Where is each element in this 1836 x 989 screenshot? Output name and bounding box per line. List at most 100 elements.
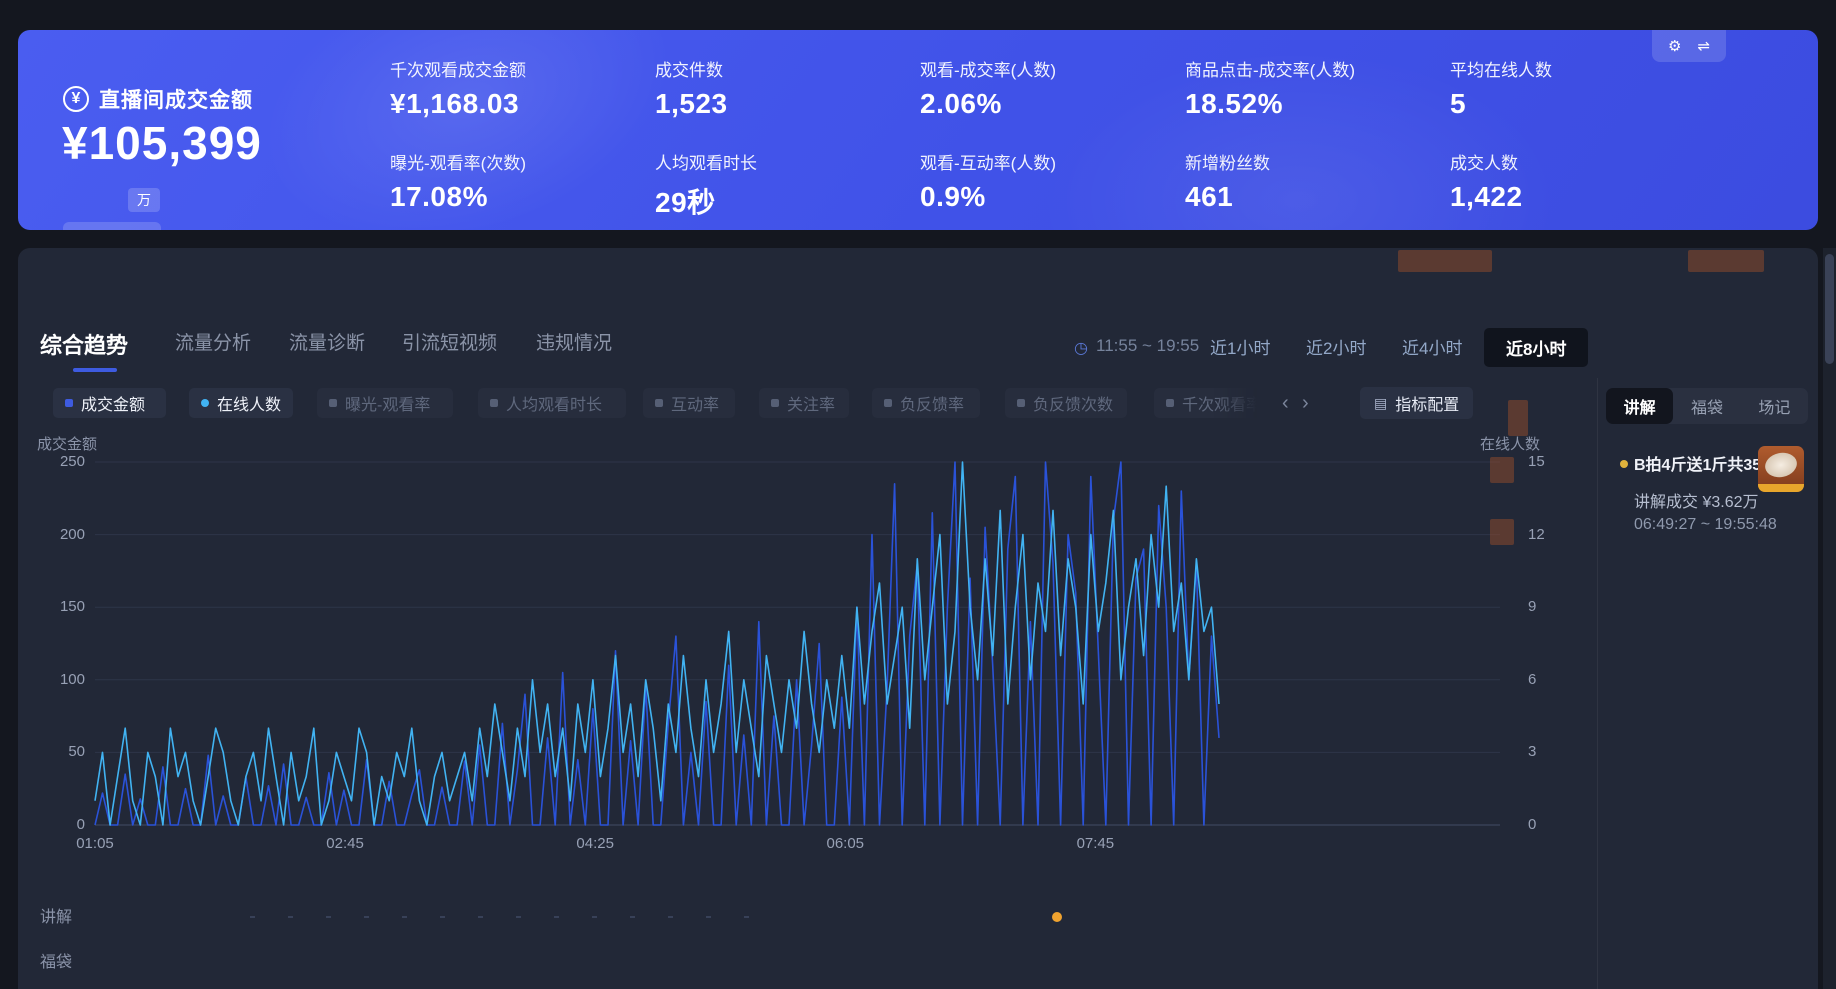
chip-negative-feedback-count[interactable]: 负反馈次数 [1005, 388, 1127, 418]
tab-traffic-diagnosis[interactable]: 流量诊断 [289, 333, 366, 354]
axis-tick-label: 04:25 [576, 835, 614, 852]
side-panel-tabs: 讲解 福袋 场记 [1606, 388, 1808, 424]
kpi-cell: 曝光-观看率(次数) 17.08% [390, 149, 655, 230]
kpi-label: 新增粉丝数 [1185, 154, 1270, 173]
axis-tick-label: 02:45 [326, 835, 364, 852]
side-tab-log[interactable]: 场记 [1758, 400, 1791, 417]
kpi-label: 观看-成交率(人数) [920, 61, 1056, 80]
axis-tick-label: 9 [1528, 598, 1537, 616]
chip-label: 成交金额 [81, 397, 146, 414]
tab-overall-trend[interactable]: 综合趋势 [40, 333, 129, 358]
config-label: 指标配置 [1395, 397, 1460, 414]
time-btn-8h[interactable]: 近8小时 [1484, 328, 1589, 367]
kpi-label: 观看-互动率(人数) [920, 154, 1056, 173]
scrollbar-thumb[interactable] [1825, 254, 1834, 364]
axis-tick-label: 250 [59, 453, 85, 470]
chip-avg-watch-time[interactable]: 人均观看时长 [478, 388, 626, 418]
product-explain-gmv: 讲解成交 ¥3.62万 [1634, 494, 1759, 511]
chips-prev-icon[interactable]: ‹ [1282, 392, 1289, 414]
chip-label: 人均观看时长 [506, 397, 603, 414]
background-artifact [1508, 400, 1528, 436]
chip-dot [655, 399, 663, 407]
left-axis-title: 成交金额 [37, 436, 98, 453]
gear-icon[interactable]: ⚙ [1667, 37, 1682, 55]
axis-tick-label: 12 [1528, 525, 1545, 543]
kpi-value: 1,422 [1450, 181, 1523, 212]
time-btn-2h[interactable]: 近2小时 [1306, 339, 1367, 358]
banner-title: 直播间成交金额 [99, 89, 253, 112]
gmv-unit-badge: 万 [128, 188, 160, 212]
kpi-cell: 成交件数 1,523 [655, 56, 920, 149]
banner-title-row: ¥ 直播间成交金额 [63, 84, 253, 114]
time-range-text: 11:55 ~ 19:55 [1096, 336, 1200, 355]
kpi-value: 17.08% [390, 181, 488, 212]
chip-follow-rate[interactable]: 关注率 [759, 388, 849, 418]
axis-tick-label: 50 [68, 743, 85, 761]
tab-violations[interactable]: 违规情况 [536, 333, 613, 354]
kpi-value: ¥1,168.03 [390, 88, 520, 119]
metric-config-button[interactable]: ▤ 指标配置 [1360, 387, 1474, 419]
swap-icon[interactable]: ⇌ [1697, 37, 1711, 55]
background-artifact [1398, 250, 1492, 272]
kpi-label: 人均观看时长 [655, 154, 757, 173]
kpi-grid: 千次观看成交金额 ¥1,168.03 成交件数 1,523 观看-成交率(人数) 2.… [390, 56, 1730, 230]
time-btn-4h[interactable]: 近4小时 [1402, 339, 1463, 358]
chip-online[interactable]: 在线人数 [189, 388, 293, 418]
background-artifact [1688, 250, 1764, 272]
background-artifact [1490, 519, 1514, 545]
axis-tick-label: 07:45 [1076, 835, 1115, 852]
product-explain-timerange: 06:49:27 ~ 19:55:48 [1634, 516, 1777, 533]
chip-label: 在线人数 [217, 397, 282, 414]
create-goal-button[interactable]: 创建目标 [63, 222, 162, 230]
axis-tick-label: 200 [59, 525, 85, 543]
side-tab-luckybag[interactable]: 福袋 [1690, 400, 1723, 417]
chip-dot [201, 399, 209, 407]
axis-tick-label: 06:05 [826, 835, 865, 852]
kpi-cell: 商品点击-成交率(人数) 18.52% [1185, 56, 1450, 149]
kpi-cell: 平均在线人数 5 [1450, 56, 1715, 149]
kpi-cell: 成交人数 1,422 [1450, 149, 1715, 230]
chip-exposure-view-rate[interactable]: 曝光-观看率 [317, 388, 453, 418]
chip-dot [1017, 399, 1025, 407]
chip-dot [771, 399, 779, 407]
chip-gmv[interactable]: 成交金额 [53, 388, 166, 418]
axis-tick-label: 100 [59, 670, 85, 688]
tab-traffic-analysis[interactable]: 流量分析 [175, 333, 252, 354]
axis-tick-label: 3 [1528, 743, 1537, 761]
kpi-value: 1,523 [655, 88, 728, 119]
chip-negative-feedback-rate[interactable]: 负反馈率 [872, 388, 980, 418]
kpi-cell: 观看-互动率(人数) 0.9% [920, 149, 1185, 230]
chip-interaction-rate[interactable]: 互动率 [643, 388, 735, 418]
explain-event-dot[interactable] [1052, 912, 1063, 922]
axis-tick-label: 0 [76, 816, 85, 833]
config-icon: ▤ [1374, 394, 1388, 411]
summary-banner: ¥ 直播间成交金额 ¥105,399 万 创建目标 千次观看成交金额 ¥1,168… [18, 30, 1818, 230]
time-btn-1h[interactable]: 近1小时 [1210, 339, 1271, 358]
chip-dot [329, 399, 337, 407]
kpi-label: 成交人数 [1450, 154, 1518, 173]
chip-dot [1166, 399, 1174, 407]
chip-label: 负反馈率 [900, 397, 965, 414]
chip-label: 关注率 [787, 397, 836, 414]
tab-short-video[interactable]: 引流短视频 [402, 333, 498, 354]
page-scrollbar [1823, 248, 1836, 989]
kpi-value: 18.52% [1185, 88, 1283, 119]
chip-dot [490, 399, 498, 407]
axis-tick-label: 150 [59, 598, 85, 616]
side-tab-explain[interactable]: 讲解 [1606, 388, 1674, 424]
product-title[interactable]: B拍4斤送1斤共35-4... [1634, 457, 1758, 474]
background-artifact [1490, 457, 1514, 483]
yen-coin-icon: ¥ [63, 86, 89, 112]
chips-next-icon[interactable]: › [1302, 392, 1309, 414]
explain-event-dashes [250, 916, 750, 918]
kpi-label: 曝光-观看率(次数) [390, 154, 526, 173]
product-thumbnail[interactable] [1758, 446, 1804, 492]
chip-label: 负反馈次数 [1033, 397, 1114, 414]
kpi-label: 商品点击-成交率(人数) [1185, 61, 1355, 80]
chip-dot [65, 399, 73, 407]
chip-per-thousand-views[interactable]: 千次观看率 [1154, 388, 1262, 418]
banner-tools: ⚙ ⇌ [1652, 30, 1726, 62]
kpi-value: 5 [1450, 88, 1467, 119]
trend-chart[interactable]: 0 50 100 150 200 250 0 3 6 9 12 15 01:05 02:45 04:25… [60, 453, 1545, 852]
